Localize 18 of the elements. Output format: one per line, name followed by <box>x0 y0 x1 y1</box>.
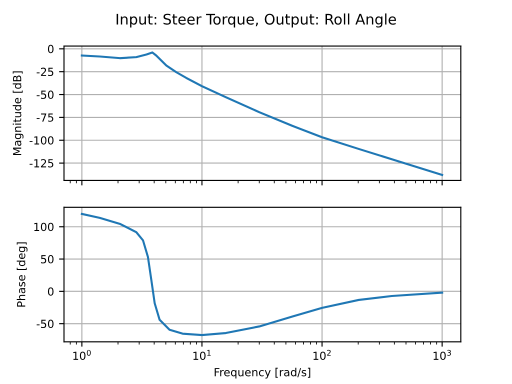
y-axis-title: Magnitude [dB] <box>12 71 24 156</box>
y-tick-label: -75 <box>36 114 54 122</box>
x-tick-label: 10$^{0}$ <box>73 350 91 360</box>
y-tick-label: 100 <box>34 222 54 232</box>
y-tick-label: 0 <box>48 287 54 296</box>
y-tick-label: 0 <box>48 44 54 54</box>
x-tick-label: 10$^{1}$ <box>193 350 211 360</box>
y-tick-label: -25 <box>36 68 54 76</box>
x-axis-title: Frequency [rad/s] <box>214 368 310 379</box>
chart-title: Input: Steer Torque, Output: Roll Angle <box>116 13 396 28</box>
y-axis-title: Phase [deg] <box>16 242 28 307</box>
y-tick-label: 50 <box>40 255 54 264</box>
x-tick-label: 10$^{2}$ <box>313 350 331 360</box>
y-tick-label: -125 <box>30 159 54 168</box>
y-tick-label: -50 <box>36 320 54 328</box>
x-tick-label: 10$^{3}$ <box>434 350 451 360</box>
y-tick-label: -100 <box>30 136 54 145</box>
y-tick-label: -50 <box>36 90 54 99</box>
